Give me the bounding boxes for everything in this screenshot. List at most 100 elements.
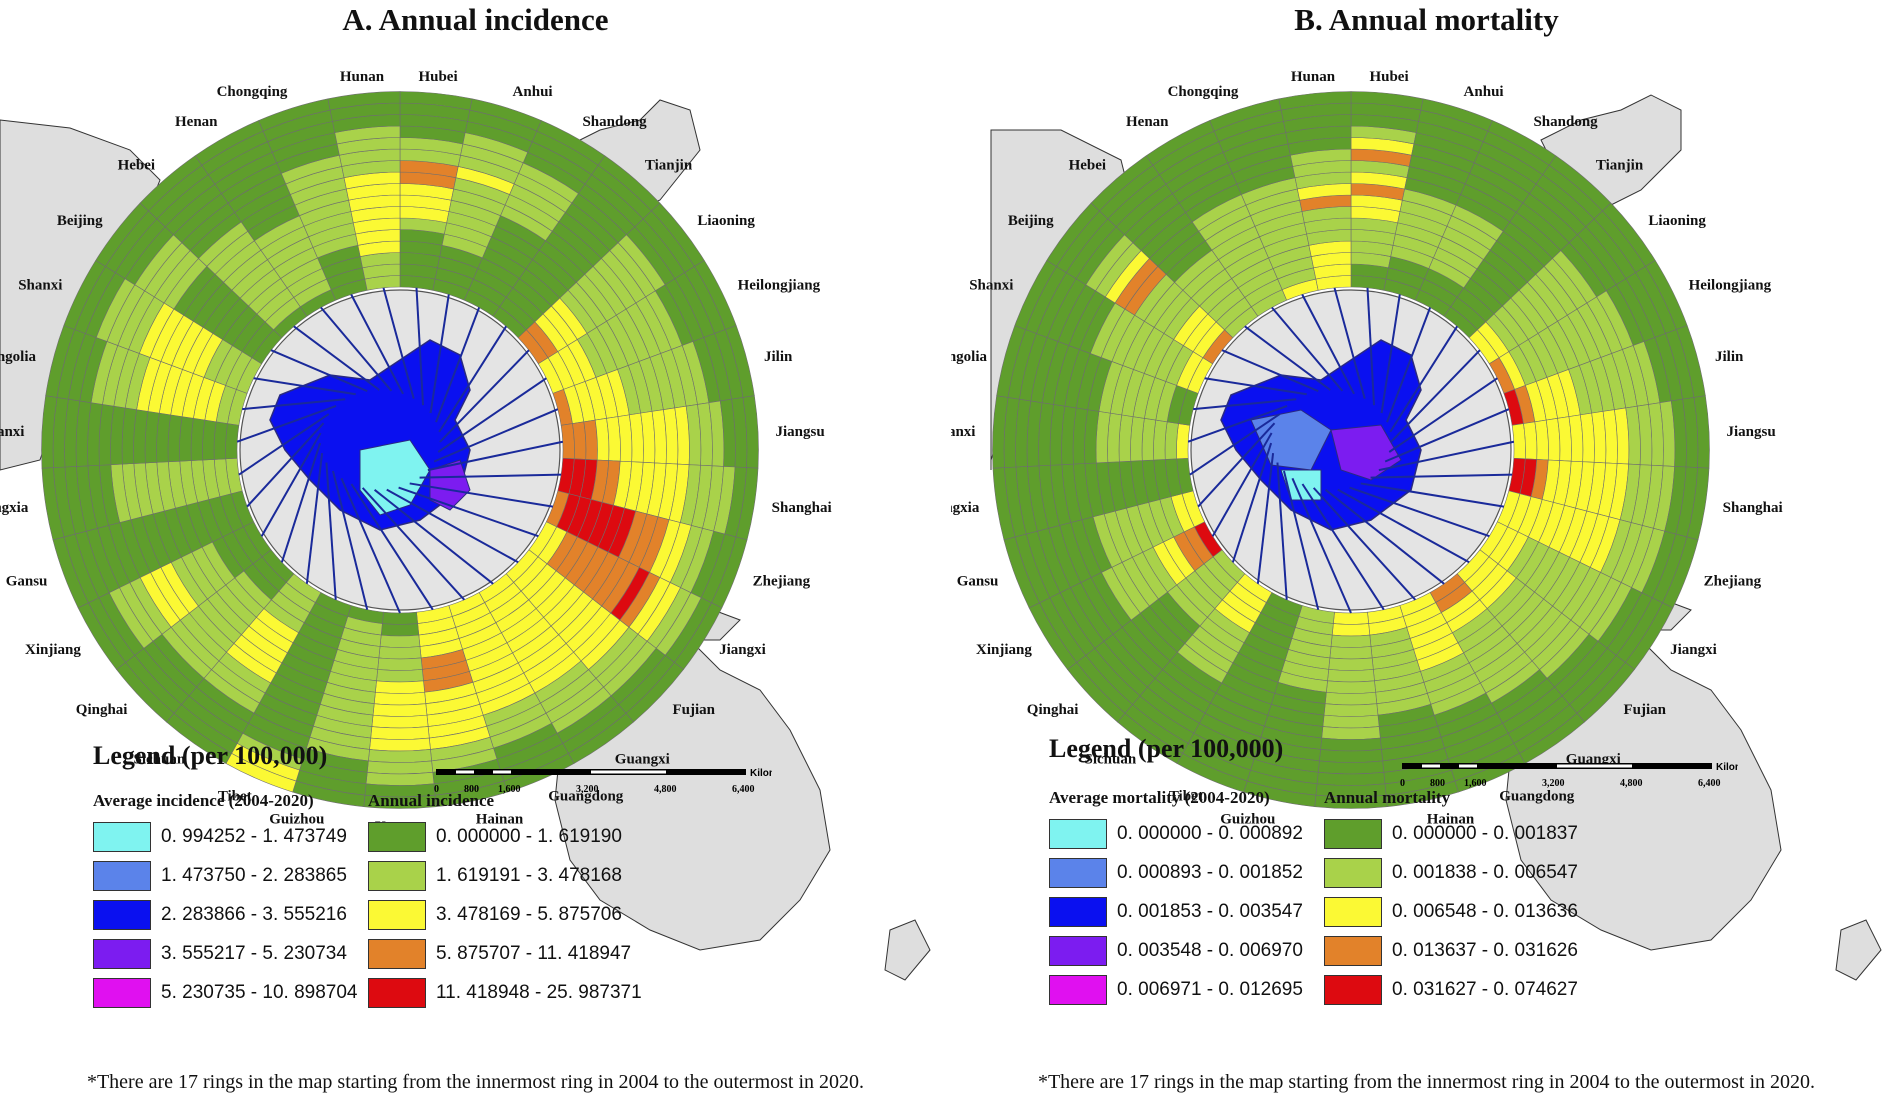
- scale-tick: 6,400: [1698, 778, 1721, 789]
- inner-disc: [1190, 289, 1512, 611]
- legend-average-title: Average mortality (2004-2020): [1049, 788, 1270, 807]
- legend-range: 0. 000000 - 0. 001837: [1392, 822, 1578, 844]
- province-label: Chongqing: [217, 84, 288, 100]
- legend-average: Average incidence (2004-2020) 0. 994252 …: [93, 791, 358, 1012]
- scale-tick: 800: [464, 784, 479, 795]
- legend-range: 0. 006548 - 0. 013636: [1392, 900, 1578, 922]
- legend-item: 0. 000000 - 0. 001837: [1324, 814, 1578, 853]
- legend-item: 0. 994252 - 1. 473749: [93, 817, 358, 856]
- connector-line: [1204, 377, 1307, 396]
- legend-annual-title: Annual incidence: [368, 791, 495, 810]
- scale-tick: 4,800: [1620, 778, 1643, 789]
- connector-line: [242, 398, 346, 411]
- connector-line: [1333, 287, 1366, 399]
- ring-cell: [1557, 416, 1572, 462]
- connector-line: [1389, 325, 1459, 433]
- province-label: Jilin: [764, 349, 793, 365]
- china-region-cyan: [359, 439, 431, 516]
- panel-annual-incidence: A. Annual incidence Hubei Anhui Shandong Ti…: [0, 2, 931, 1093]
- province-label: Liaoning: [697, 213, 755, 229]
- legend-swatch: [93, 899, 151, 930]
- connector-line: [253, 377, 356, 396]
- ring-cell: [327, 91, 401, 111]
- legend-item: 5. 875707 - 11. 418947: [368, 934, 642, 973]
- connector-line: [419, 473, 562, 479]
- ring-cell: [1327, 669, 1375, 683]
- ring-cell: [378, 646, 422, 660]
- province-label: Jiangsu: [1727, 424, 1776, 440]
- connector-line: [1360, 482, 1505, 508]
- connector-line: [1366, 287, 1376, 406]
- legend-range: 0. 001838 - 0. 006547: [1392, 861, 1578, 883]
- scale-tick: 3,200: [576, 784, 599, 795]
- province-label: Guizhou: [1220, 811, 1275, 827]
- province-label: Tibet: [218, 789, 252, 805]
- connector-line: [320, 306, 393, 392]
- province-label: Ningxia: [0, 500, 29, 516]
- province-label: Qinghai: [1027, 702, 1079, 718]
- province-label: Fujian: [673, 702, 716, 718]
- legend-title: Legend (per 100,000): [93, 741, 328, 770]
- legend-swatch: [1324, 818, 1382, 849]
- legend-range: 1. 473750 - 2. 283865: [161, 864, 347, 886]
- province-label: Henan: [175, 114, 218, 130]
- legend-item: 0. 000893 - 0. 001852: [1049, 853, 1303, 892]
- panel-title: B. Annual mortality: [1294, 2, 1559, 37]
- ring-cell: [368, 749, 432, 763]
- connector-line: [350, 483, 434, 611]
- ring-cell: [1278, 91, 1352, 111]
- ring-cell: [1316, 772, 1386, 786]
- connector-line: [1380, 294, 1401, 414]
- province-label: Jiangxi: [719, 642, 766, 658]
- ring-cell: [1523, 421, 1538, 460]
- province-labels: Hubei Anhui Shandong Tianjin Liaoning Heilong…: [0, 69, 832, 835]
- connector-line: [373, 489, 494, 585]
- connector-line: [1301, 294, 1355, 395]
- legend-annual: Annual incidence 0. 000000 - 1. 619190 1…: [368, 791, 642, 1012]
- ring-cell: [1534, 419, 1549, 461]
- connector-line: [1244, 325, 1331, 391]
- ring-cell: [1324, 691, 1378, 706]
- legend-swatch: [93, 860, 151, 891]
- connector-line: [1271, 306, 1344, 392]
- connector-line: [246, 422, 325, 508]
- province-label: Jiangxi: [1670, 642, 1717, 658]
- connector-line: [1291, 477, 1352, 614]
- province-label: Gansu: [957, 574, 999, 590]
- legend-annual-title: Annual mortality: [1324, 788, 1451, 807]
- province-label: Hunan: [1291, 69, 1336, 85]
- province-label: Sichuan: [1085, 752, 1137, 768]
- panel-title: A. Annual incidence: [342, 2, 609, 37]
- legend-range: 0. 001853 - 0. 003547: [1117, 900, 1303, 922]
- legend-range: 0. 003548 - 0. 006970: [1117, 939, 1303, 961]
- province-label: Tianjin: [1596, 158, 1644, 174]
- china-region-purple: [429, 459, 471, 511]
- ring-cell: [1333, 611, 1369, 625]
- legend-item: 0. 006971 - 0. 012695: [1049, 970, 1303, 1009]
- legend-range: 1. 619191 - 3. 478168: [436, 864, 622, 886]
- legend-item: 3. 478169 - 5. 875706: [368, 895, 642, 934]
- ring-cell: [594, 418, 610, 461]
- province-label: Jilin: [1715, 349, 1744, 365]
- legend-item: 2. 283866 - 3. 555216: [93, 895, 358, 934]
- legend-swatch: [1324, 935, 1382, 966]
- connector-line: [429, 294, 450, 414]
- province-label: Xinjiang: [25, 642, 81, 658]
- province-label: Chongqing: [1168, 84, 1239, 100]
- ring-cell: [1331, 623, 1371, 637]
- ring-cell: [213, 421, 228, 460]
- ring-map: Hubei Anhui Shandong Tianjin Liaoning Heilong…: [0, 69, 931, 981]
- legend-item: 1. 619191 - 3. 478168: [368, 856, 642, 895]
- connector-line: [439, 349, 530, 443]
- connector-line: [350, 294, 404, 395]
- province-label: Shanghai: [1723, 500, 1783, 516]
- connector-line: [331, 470, 369, 610]
- connector-line: [433, 408, 559, 463]
- province-label: Tianjin: [645, 158, 693, 174]
- ring-cell: [190, 418, 206, 461]
- ring-cell: [225, 423, 240, 460]
- connector-line: [438, 325, 508, 433]
- connector-line: [437, 377, 547, 453]
- connector-line: [1187, 405, 1288, 443]
- scale-tick: 800: [1430, 778, 1445, 789]
